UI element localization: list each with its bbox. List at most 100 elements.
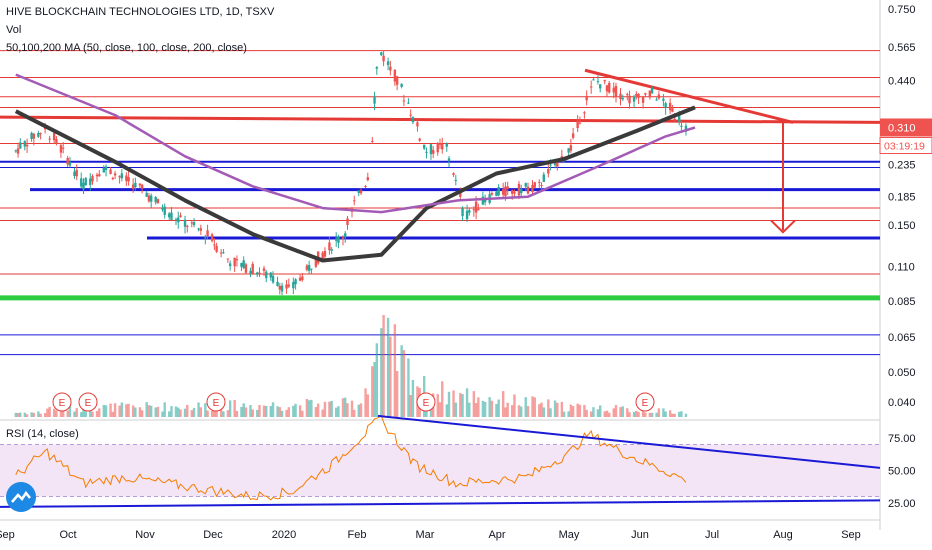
volume-bar-40 (145, 402, 148, 417)
price-tick-label-11: 0.040 (888, 397, 916, 409)
candle-body-70 (242, 260, 245, 269)
volume-bar-89 (305, 398, 309, 417)
volume-bar-167 (560, 401, 564, 417)
volume-bar-197 (657, 408, 661, 417)
volume-bar-66 (228, 400, 232, 417)
volume-bar-159 (533, 397, 536, 417)
candle-body-160 (538, 181, 541, 183)
candle-body-52 (183, 219, 187, 227)
volume-bar-174 (583, 404, 586, 417)
volume-bar-171 (571, 406, 575, 417)
volume-bar-185 (619, 407, 622, 417)
volume-bar-26 (98, 408, 101, 417)
volume-bar-13 (55, 410, 58, 417)
candle-body-200 (668, 102, 672, 111)
countdown-label: 03:19:19 (884, 140, 925, 152)
candle-body-56 (197, 228, 200, 230)
volume-bar-36 (131, 405, 135, 417)
candle-body-138 (465, 210, 469, 220)
candle-body-109 (371, 140, 374, 142)
candle-body-130 (438, 143, 442, 145)
resistance-red-line (0, 115, 881, 124)
candle-body-17 (68, 162, 72, 166)
volume-bar-67 (233, 399, 236, 417)
candle-body-188 (628, 95, 631, 104)
volume-bar-116 (393, 324, 397, 417)
volume-bar-115 (389, 336, 392, 417)
volume-bar-183 (612, 408, 615, 417)
candle-body-192 (641, 96, 645, 103)
time-tick-label-1: Oct (59, 529, 76, 541)
candle-body-158 (531, 185, 534, 192)
rsi-tick-label-1: 50.00 (888, 466, 916, 478)
candle-body-91 (310, 268, 313, 270)
volume-bar-90 (307, 400, 311, 417)
candle-body-89 (305, 265, 309, 270)
candle-body-171 (571, 133, 575, 138)
volume-bar-63 (219, 408, 223, 417)
candle-body-148 (497, 187, 500, 196)
volume-bar-76 (262, 405, 266, 417)
volume-bar-134 (452, 390, 455, 417)
volume-bar-176 (589, 411, 593, 417)
candle-body-31 (113, 173, 117, 176)
candle-body-59 (206, 230, 209, 237)
volume-bar-42 (149, 405, 153, 417)
price-tick-label-8: 0.085 (888, 296, 916, 308)
volume-bar-97 (330, 400, 333, 417)
volume-bar-35 (127, 403, 130, 417)
candle-body-19 (75, 169, 78, 177)
volume-bar-9 (43, 413, 47, 417)
volume-bar-164 (549, 408, 552, 417)
candle-body-22 (84, 178, 87, 186)
price-tick-label-10: 0.050 (888, 367, 916, 379)
earnings-marker-4 (635, 392, 655, 412)
candle-body-6 (32, 133, 36, 139)
volume-bar-20 (80, 412, 83, 417)
volume-bar-39 (140, 410, 144, 417)
candle-body-163 (547, 168, 550, 174)
volume-bar-157 (526, 405, 530, 417)
volume-bar-44 (156, 406, 160, 417)
price-tick-label-9: 0.065 (888, 332, 916, 344)
candle-body-114 (386, 61, 390, 66)
volume-bar-41 (147, 405, 151, 417)
candle-body-116 (393, 69, 397, 82)
volume-bar-122 (411, 379, 415, 417)
volume-bar-1 (16, 412, 20, 417)
candle-body-136 (459, 192, 462, 197)
candle-body-202 (673, 118, 676, 121)
volume-bar-172 (576, 403, 579, 417)
candle-body-14 (59, 145, 63, 153)
volume-bar-201 (671, 413, 674, 417)
candle-body-71 (244, 264, 248, 273)
volume-bar-135 (454, 402, 457, 417)
candle-body-83 (285, 284, 288, 289)
candle-body-117 (395, 76, 399, 85)
volume-bar-166 (556, 402, 559, 417)
candle-body-157 (526, 186, 530, 194)
volume-bar-94 (321, 409, 324, 417)
time-tick-label-0: Sep (0, 529, 15, 541)
candle-body-142 (477, 208, 480, 211)
volume-bar-139 (468, 402, 471, 417)
volume-bar-137 (461, 394, 464, 417)
candle-body-159 (533, 182, 536, 188)
time-tick-label-2: Nov (135, 529, 155, 541)
candle-body-106 (359, 190, 363, 194)
volume-bar-16 (66, 410, 69, 417)
volume-bar-34 (125, 404, 128, 417)
candle-body-199 (664, 103, 667, 109)
candle-body-164 (549, 164, 552, 166)
volume-bar-175 (585, 409, 588, 417)
earnings-marker-label-3: E (423, 398, 430, 409)
candle-body-41 (147, 195, 151, 202)
volume-bar-46 (163, 402, 166, 417)
volume-bar-79 (271, 402, 275, 417)
price-tick-label-1: 0.565 (888, 42, 916, 54)
volume-bar-86 (294, 403, 297, 417)
volume-bar-184 (614, 405, 618, 417)
tradingview-logo-icon[interactable] (6, 482, 36, 512)
candle-body-62 (215, 245, 218, 252)
